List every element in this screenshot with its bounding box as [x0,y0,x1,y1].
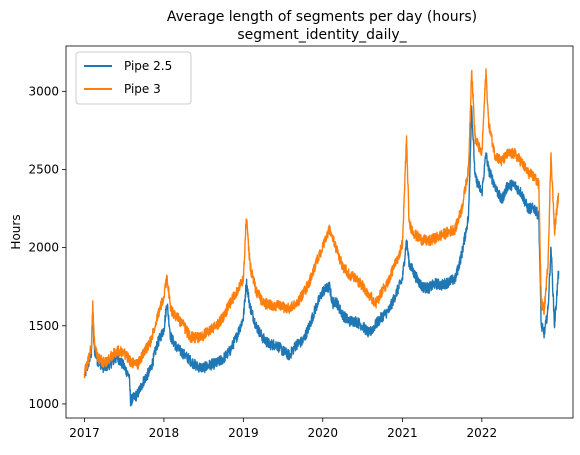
y-tick-label: 2500 [28,162,59,176]
x-tick-label: 2018 [149,426,180,440]
chart-title: Average length of segments per day (hour… [167,9,477,25]
y-tick-label: 3000 [28,84,59,98]
x-tick-label: 2020 [307,426,338,440]
y-axis-label: Hours [9,214,23,249]
y-tick-label: 1000 [28,397,59,411]
plot-frame [65,45,574,419]
x-tick-label: 2021 [387,426,418,440]
series-layer [83,68,560,407]
chart-subtitle: segment_identity_daily_ [237,27,407,43]
legend-label-pipe-3: Pipe 3 [124,82,161,96]
series-line-pipe-3 [83,68,560,379]
y-tick-label: 1500 [28,319,59,333]
x-tick-label: 2017 [69,426,100,440]
y-tick-label: 2000 [28,241,59,255]
legend-label-pipe-2-5: Pipe 2.5 [124,59,172,73]
axes-layer: 1000 1500 2000 2500 3000 2017 2018 2019 2020 2021… [28,45,574,440]
legend: Pipe 2.5 Pipe 3 [75,51,192,105]
x-tick-label: 2022 [467,426,498,440]
x-tick-label: 2019 [228,426,259,440]
series-line-pipe-2-5 [83,105,560,407]
